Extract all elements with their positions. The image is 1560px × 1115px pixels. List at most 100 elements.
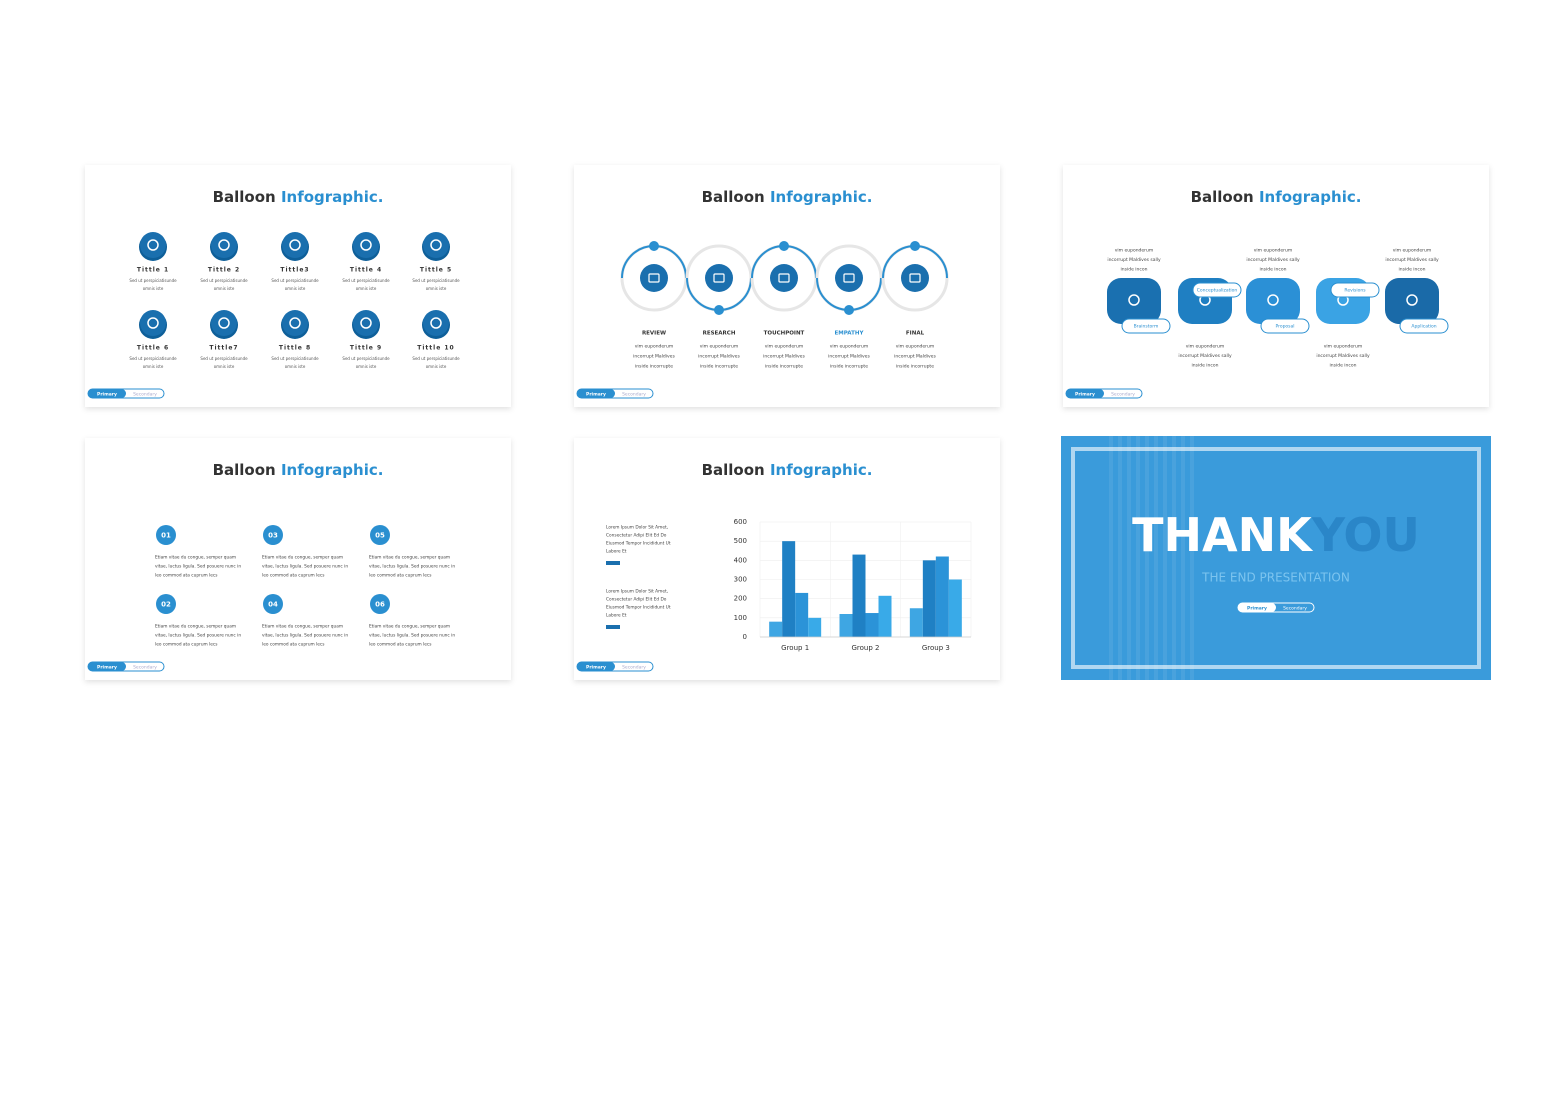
body-text: Consectetur Adipi Elit Ed Do: [606, 533, 667, 539]
icon-glyph: [360, 239, 372, 251]
body-text: incorrupt Maldives: [763, 354, 805, 360]
body-text: Labore Et: [606, 549, 627, 555]
body-text: Sed ut perspiciatisunde: [129, 278, 177, 283]
body-text: inside incorrupte: [765, 364, 803, 370]
subtitle: THE END PRESENTATION: [1201, 571, 1350, 585]
bar: [878, 595, 892, 637]
icon-glyph: [430, 239, 442, 251]
stage-tag: [1121, 318, 1171, 334]
body-text: incorrupt Maldives: [698, 354, 740, 360]
title-accent: Infographic.: [281, 188, 384, 206]
stage-shape: [1107, 278, 1161, 324]
body-text: incorrupt Maldives sally: [1246, 257, 1300, 263]
body-text: vim euponderum: [1393, 248, 1432, 254]
body-text: inside incon: [1260, 267, 1287, 273]
slide: THANKYOU THE END PRESENTATION Primary Secon…: [1061, 436, 1491, 680]
number-circle: [156, 594, 176, 614]
body-text: incorrupt Maldives sally: [1107, 257, 1161, 263]
title-accent: Infographic.: [770, 188, 873, 206]
item-label: Tittle 4: [350, 267, 382, 274]
number-circle: [263, 525, 283, 545]
body-text: inside incorrupte: [896, 364, 934, 370]
stage-tag: [1330, 282, 1380, 298]
step-label: REVIEW: [642, 331, 666, 337]
button-label: Secondary: [133, 665, 157, 671]
bar: [769, 621, 783, 637]
body-text: Etiam vitae du congue, semper quam: [262, 555, 343, 561]
y-tick-label: 100: [734, 614, 747, 622]
body-text: inside incorrupte: [700, 364, 738, 370]
step-circle: [705, 264, 733, 292]
body-text: Etiam vitae du congue, semper quam: [155, 624, 236, 630]
slide-background: [85, 438, 511, 680]
icon-glyph: [289, 239, 301, 251]
stage-tag: [1260, 318, 1310, 334]
step-label: RESEARCH: [703, 331, 736, 337]
body-text: Etiam vitae du congue, semper quam: [262, 624, 343, 630]
x-tick-label: Group 2: [852, 644, 880, 652]
stripe: [1136, 436, 1140, 680]
frame: [1071, 447, 1481, 669]
stripe: [1145, 436, 1149, 680]
ring-dot: [649, 241, 659, 251]
button-label: Secondary: [1111, 392, 1135, 398]
body-text: Sed ut perspiciatisunde: [200, 356, 248, 361]
body-text: Sed ut perspiciatisunde: [342, 278, 390, 283]
body-text: Eiusmod Tempor Incididunt Ut: [606, 541, 671, 547]
step-glyph: [778, 273, 790, 283]
bar: [852, 554, 866, 637]
item-label: Tittle7: [209, 345, 238, 352]
note-bar: [606, 625, 620, 629]
body-text: Etiam vitae du congue, semper quam: [155, 555, 236, 561]
icon-circle: [211, 310, 237, 336]
step-glyph: [713, 273, 725, 283]
step-label: TOUCHPOINT: [764, 331, 805, 337]
body-text: vitae, luctus ligula. Sed posuere nunc i…: [155, 633, 241, 639]
stripe: [1127, 436, 1131, 680]
body-text: incorrupt Maldives: [633, 354, 675, 360]
bar: [865, 613, 879, 637]
body-text: Etiam vitae du congue, semper quam: [369, 624, 450, 630]
button-label: Primary: [97, 392, 117, 398]
button-primary: [88, 389, 126, 398]
y-tick-label: 600: [734, 518, 747, 526]
stripe: [1163, 436, 1167, 680]
icon-circle: [140, 310, 166, 336]
stage-shape: [1385, 278, 1439, 324]
slide-title: Balloon Infographic.: [702, 461, 873, 479]
body-text: inside incorrupte: [635, 364, 673, 370]
stage-tag-label: Application: [1411, 324, 1436, 330]
icon-glyph: [218, 239, 230, 251]
item-label: Tittle 6: [137, 345, 169, 352]
button-primary: [1238, 603, 1276, 612]
step-circle: [770, 264, 798, 292]
body-text: Etiam vitae du congue, semper quam: [369, 555, 450, 561]
slide: Balloon Infographic. Primary Secondary 01 Et…: [85, 438, 511, 680]
body-text: omnis iste: [285, 286, 306, 291]
step-glyph: [648, 273, 660, 283]
bar: [909, 608, 923, 637]
step-glyph: [843, 273, 855, 283]
body-text: Sed ut perspiciatisunde: [271, 278, 319, 283]
body-text: leo commod ata cuprum lecs: [155, 573, 218, 579]
body-text: Sed ut perspiciatisunde: [412, 278, 460, 283]
body-text: incorrupt Maldives sally: [1178, 353, 1232, 359]
ring-dot: [844, 305, 854, 315]
icon-glyph: [147, 317, 159, 329]
title-main: Balloon: [213, 461, 276, 479]
button-label: Secondary: [622, 665, 646, 671]
bar: [948, 579, 962, 637]
body-text: vim euponderum: [1186, 344, 1225, 350]
body-text: vim euponderum: [896, 344, 935, 350]
body-text: Lorem Ipsum Dolor Sit Amet,: [606, 589, 668, 595]
bar: [795, 592, 809, 637]
icon-glyph: [360, 317, 372, 329]
body-text: vim euponderum: [1115, 248, 1154, 254]
body-text: incorrupt Maldives: [828, 354, 870, 360]
body-text: vim euponderum: [1254, 248, 1293, 254]
icon-circle: [353, 310, 379, 336]
number-circle: [156, 525, 176, 545]
number-label: 06: [375, 601, 385, 609]
button-label: Primary: [1247, 606, 1267, 612]
body-text: vitae, luctus ligula. Sed posuere nunc i…: [155, 564, 241, 570]
